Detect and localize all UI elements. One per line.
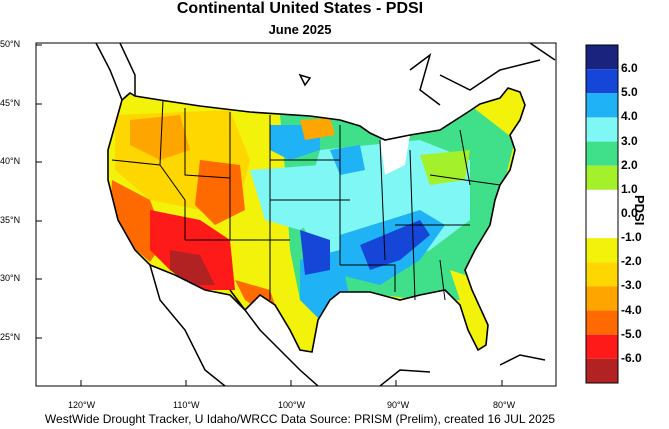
lat-label-40: 40°N: [0, 156, 21, 166]
colorbar-tick-label: 2.0: [621, 157, 638, 172]
colorbar-swatch: [586, 214, 618, 239]
colorbar-tick-label: 4.0: [621, 109, 638, 124]
lat-label-50: 50°N: [0, 39, 21, 49]
colorbar-swatch: [586, 310, 618, 335]
state-borders: [111, 99, 501, 301]
colorbar-swatch: [586, 189, 618, 214]
colorbar-tick-label: -1.0: [621, 230, 642, 245]
lon-label-110: 110°W: [173, 400, 200, 410]
colorbar-tick-label: 1.0: [621, 181, 638, 196]
colorbar-tick-label: 3.0: [621, 133, 638, 148]
lon-label-80: 80°W: [493, 400, 516, 410]
colorbar-swatch: [586, 262, 618, 287]
colorbar-tick-label: 0.0: [621, 206, 638, 220]
colorbar-swatch: [586, 286, 618, 311]
map-subtitle: June 2025: [268, 22, 332, 37]
lon-label-120: 120°W: [68, 400, 96, 410]
neighbor-coastlines: [95, 42, 556, 387]
colorbar-swatch: [586, 93, 618, 118]
map-title: Continental United States - PDSI: [176, 0, 424, 17]
colorbar-swatch: [586, 69, 618, 94]
colorbar-tick-label: -5.0: [621, 326, 642, 341]
colorbar-tick-label: -4.0: [621, 302, 642, 317]
lat-label-25: 25°N: [0, 332, 21, 342]
lat-label-30: 30°N: [0, 273, 21, 283]
colorbar-tick-label: 5.0: [621, 85, 638, 100]
lon-label-90: 90°W: [387, 400, 410, 410]
colorbar-border: [585, 44, 619, 384]
colorbar-title: PDSI: [632, 195, 647, 226]
lat-label-35: 35°N: [0, 215, 21, 225]
map-footer: WestWide Drought Tracker, U Idaho/WRCC D…: [44, 412, 556, 426]
colorbar-tick-label: 6.0: [621, 61, 638, 76]
colorbar-swatch: [586, 238, 618, 263]
colorbar-tick-label: -3.0: [621, 278, 642, 293]
colorbar-tick-label: -6.0: [621, 350, 642, 365]
colorbar-swatch: [586, 165, 618, 190]
axis-ticks: [36, 44, 503, 386]
colorbar-swatch: [586, 117, 618, 142]
colorbar-tick-label: -2.0: [621, 254, 642, 269]
colorbar-swatch: [586, 358, 618, 383]
lon-label-100: 100°W: [278, 400, 306, 410]
colorbar: [585, 44, 619, 384]
lat-label-45: 45°N: [0, 98, 21, 108]
colorbar-swatch: [586, 334, 618, 359]
colorbar-swatch: [586, 141, 618, 166]
colorbar-swatch: [586, 45, 618, 70]
us-outline: [107, 87, 526, 353]
